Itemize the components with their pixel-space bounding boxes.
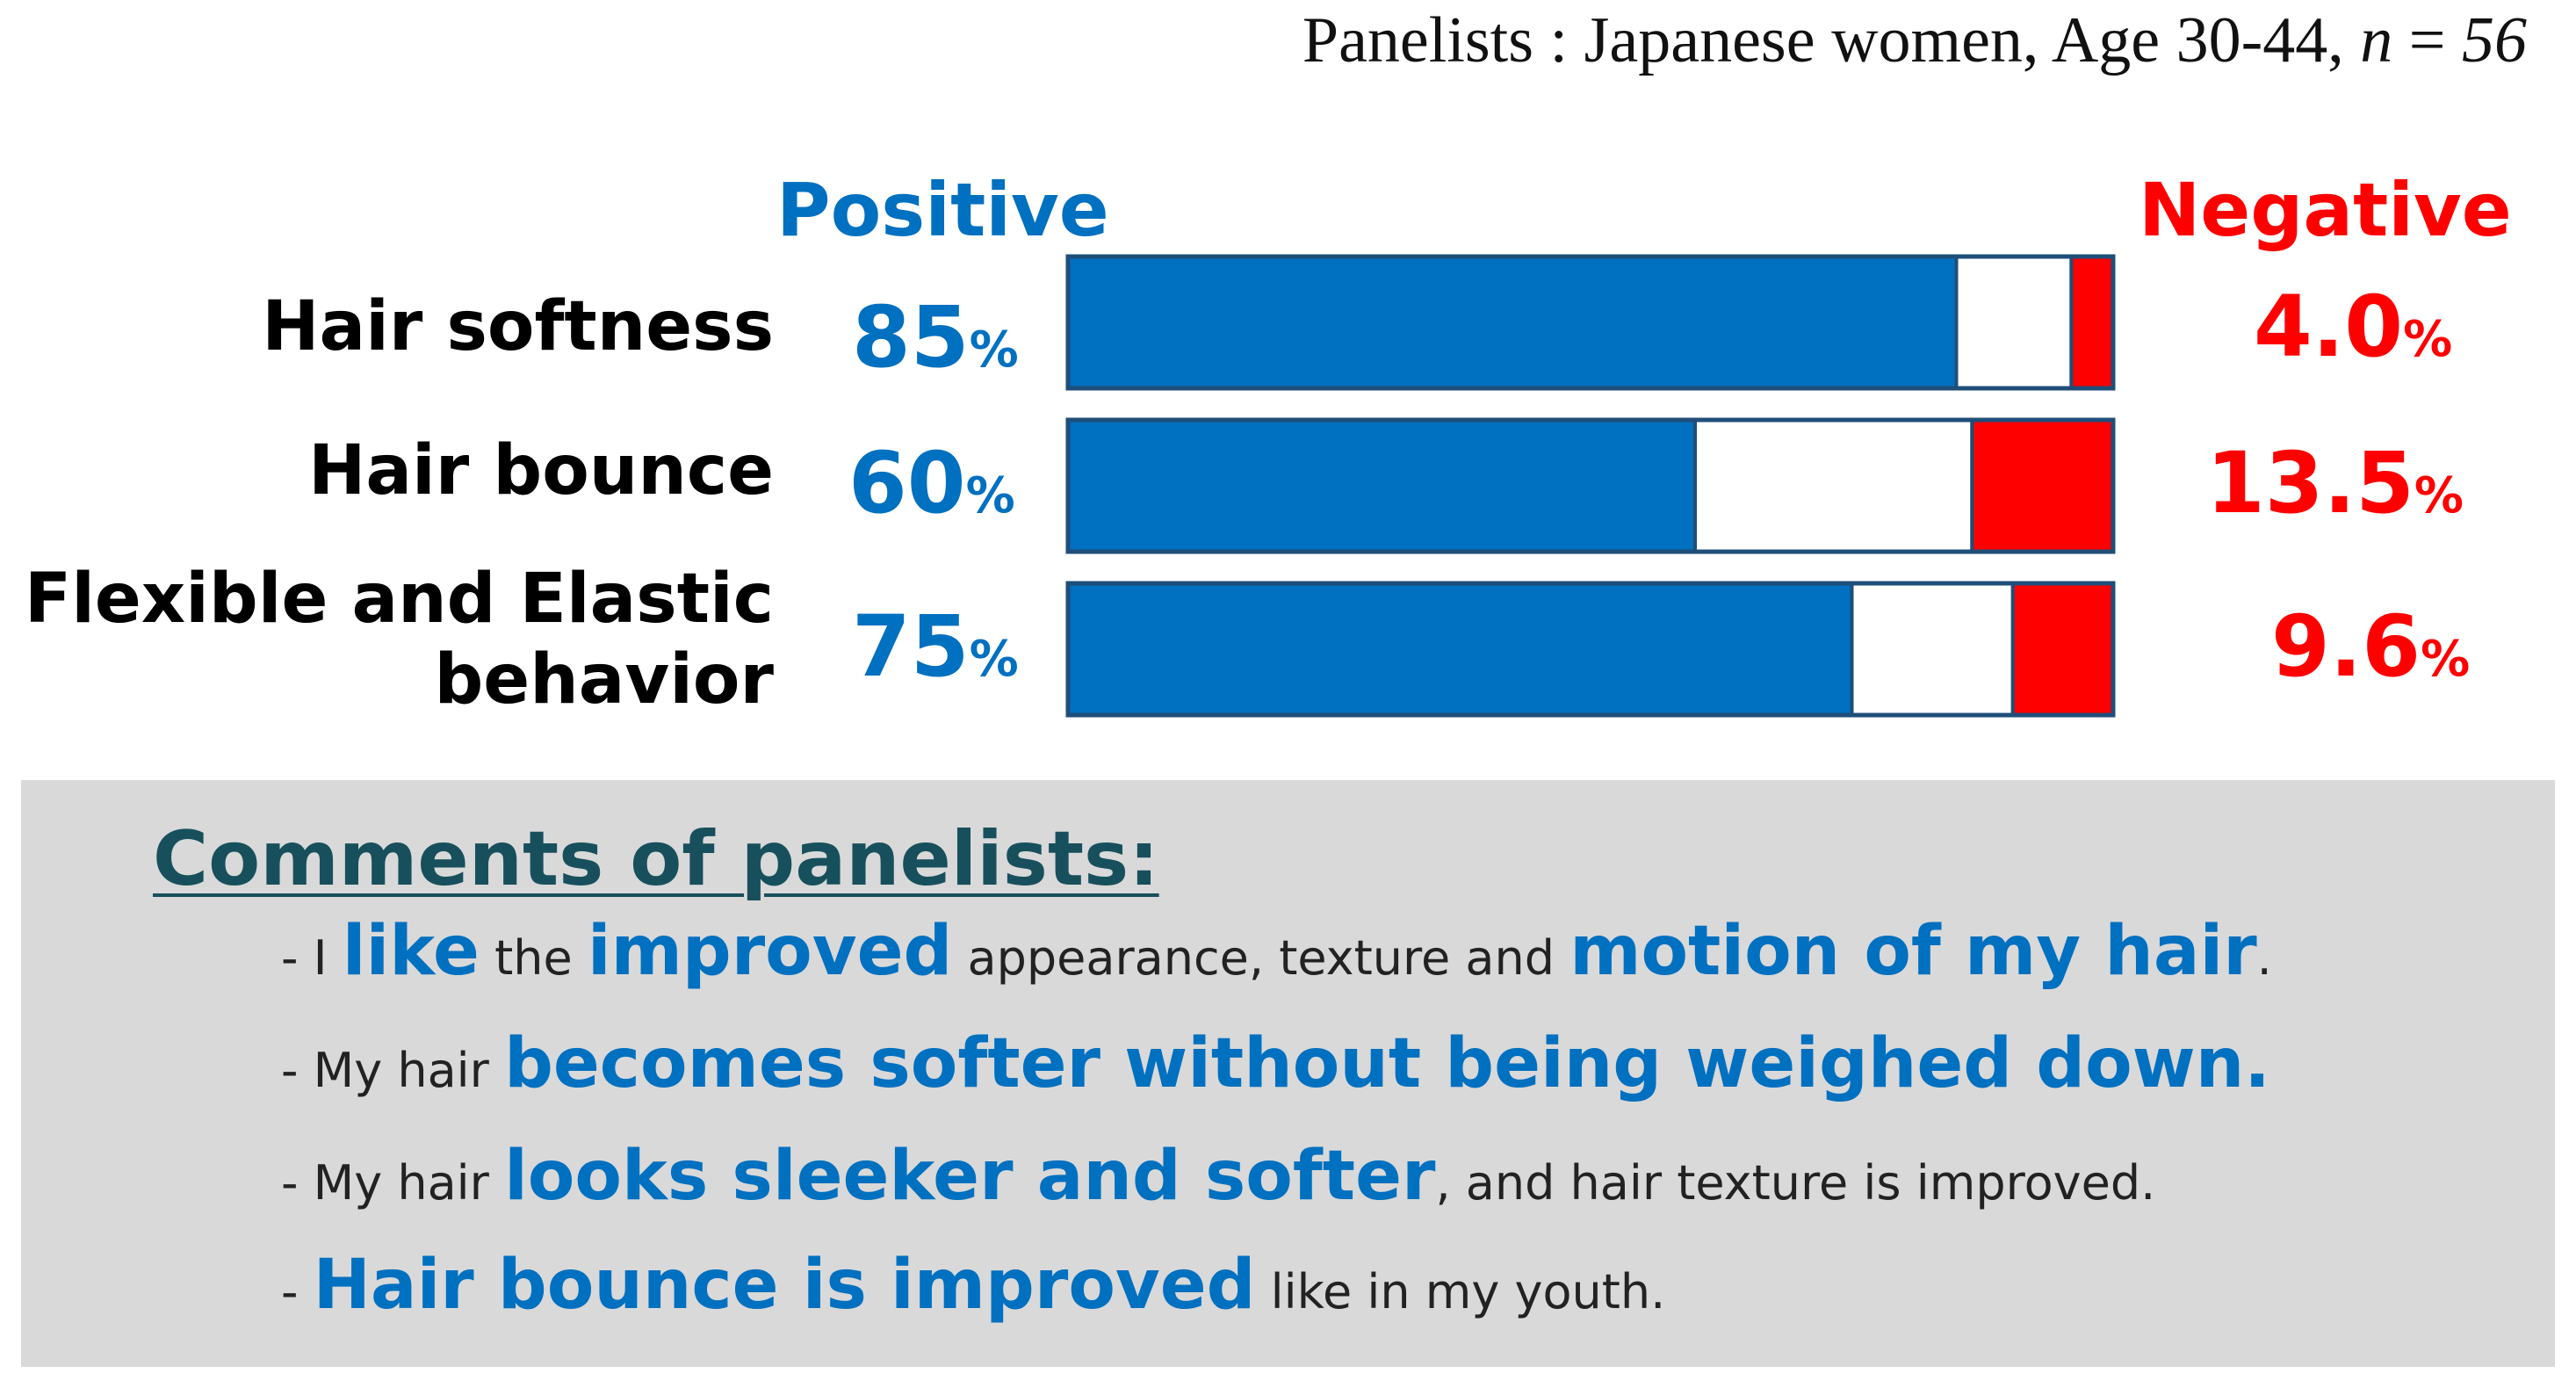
bar-outline-hair-bounce <box>1065 417 2116 554</box>
negative-value-hair-bounce: 13.5% <box>2206 434 2464 532</box>
comment-4: - Hair bounce is improved like in my you… <box>281 1246 1666 1325</box>
comments-panel: Comments of panelists: - I like the impr… <box>21 780 2555 1367</box>
bar-outline-flexible-elastic <box>1065 581 2116 718</box>
bar-neutral-hair-softness <box>1954 255 2074 390</box>
positive-header: Positive <box>776 167 1109 253</box>
row-label-flexible-elastic: Flexible and Elastic behavior <box>25 559 774 720</box>
stacked-bar-chart <box>1065 254 2116 718</box>
positive-value-hair-softness: 85% <box>852 288 1019 387</box>
bar-positive-hair-softness <box>1066 255 1959 390</box>
row-label-flexible-line2: behavior <box>434 640 774 719</box>
row-label-hair-bounce: Hair bounce <box>308 431 774 510</box>
positive-value-flexible-elastic: 75% <box>852 597 1019 696</box>
bar-neutral-flexible-elastic <box>1850 582 2015 717</box>
comments-title: Comments of panelists: <box>153 815 1159 903</box>
bar-negative-flexible-elastic <box>2010 582 2116 717</box>
panelists-note: Panelists : Japanese women, Age 30-44, n… <box>1302 4 2527 76</box>
negative-value-hair-softness: 4.0% <box>2254 278 2453 376</box>
row-label-hair-softness: Hair softness <box>262 287 774 366</box>
bar-neutral-hair-bounce <box>1693 418 1974 553</box>
bar-negative-hair-softness <box>2069 255 2115 390</box>
bar-positive-flexible-elastic <box>1066 582 1854 717</box>
bar-positive-hair-bounce <box>1066 418 1697 553</box>
comment-1: - I like the improved appearance, textur… <box>281 912 2272 991</box>
negative-value-flexible-elastic: 9.6% <box>2271 597 2471 696</box>
positive-value-hair-bounce: 60% <box>848 434 1015 532</box>
bar-outline-hair-softness <box>1065 254 2116 391</box>
bar-negative-hair-bounce <box>1970 418 2116 553</box>
row-label-flexible-line1: Flexible and Elastic <box>24 560 774 639</box>
comment-3: - My hair looks sleeker and softer, and … <box>281 1137 2156 1216</box>
comment-2: - My hair becomes softer without being w… <box>281 1024 2270 1103</box>
negative-header: Negative <box>2139 167 2512 253</box>
